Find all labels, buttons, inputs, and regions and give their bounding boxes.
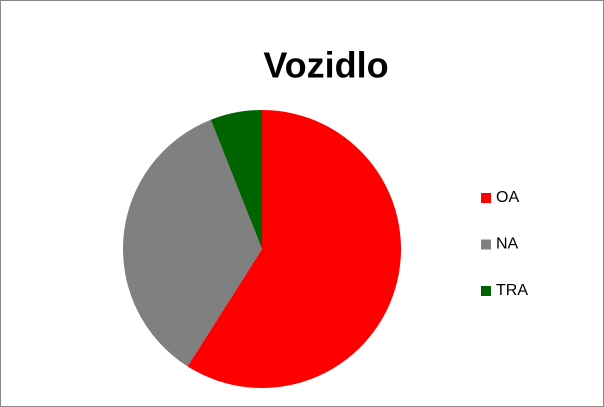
pie-slice bbox=[210, 110, 262, 249]
pie-slice bbox=[187, 110, 402, 389]
legend-swatch bbox=[481, 193, 491, 203]
chart-title: Vozidlo bbox=[263, 45, 388, 86]
legend-label: TRA bbox=[496, 282, 528, 299]
legend-label: OA bbox=[496, 189, 519, 206]
pie-slice bbox=[123, 119, 263, 367]
legend-swatch bbox=[481, 239, 491, 250]
legend-swatch bbox=[481, 286, 491, 296]
legend-label: NA bbox=[496, 236, 519, 253]
